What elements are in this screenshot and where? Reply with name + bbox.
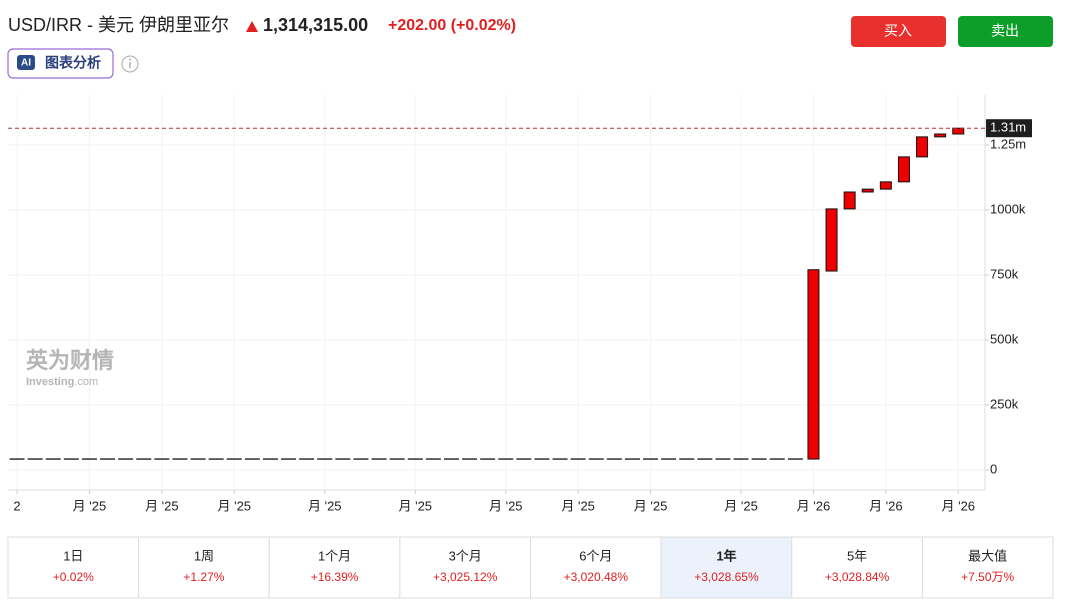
candle-body: [952, 127, 965, 135]
x-tick-label: 月 '25: [308, 498, 342, 513]
candle-body: [807, 269, 820, 460]
period-change[interactable]: +7.50万%: [961, 570, 1014, 584]
period-cell[interactable]: [530, 536, 662, 599]
candle-body: [825, 208, 838, 272]
sell-button-bg[interactable]: [958, 16, 1053, 47]
candle-body: [934, 133, 947, 138]
period-bar: 1日 +0.02% 1周 +1.27% 1个月 +16.39% 3个月 +3,025.12% 6…: [7, 536, 1054, 599]
period-label[interactable]: 1个月: [318, 548, 351, 563]
y-tick-label: 250k: [990, 396, 1019, 411]
x-tick-label: 月 '25: [489, 498, 523, 513]
period-change[interactable]: +0.02%: [53, 570, 94, 584]
period-label[interactable]: 1周: [194, 548, 214, 563]
period-cell[interactable]: [660, 536, 793, 599]
ai-badge-bg: [17, 55, 35, 70]
x-tick-label: 月 '25: [73, 498, 107, 513]
watermark-cn: 英为财情: [26, 348, 114, 373]
ai-button[interactable]: AI 图表分析: [7, 48, 114, 79]
buy-button[interactable]: 买入: [851, 16, 946, 47]
period-cell[interactable]: [7, 536, 140, 599]
period-cell[interactable]: [399, 536, 531, 599]
period-label[interactable]: 5年: [847, 548, 867, 563]
last-price-label: 1.31m: [990, 120, 1026, 135]
x-tick-label: 月 '25: [398, 498, 432, 513]
period-change[interactable]: +3,025.12%: [433, 570, 498, 584]
period-change[interactable]: +3,028.84%: [825, 570, 890, 584]
period-label[interactable]: 6个月: [579, 548, 612, 563]
buy-button-bg[interactable]: [851, 16, 946, 47]
last-price-tag: [986, 119, 1032, 138]
period-cell[interactable]: [791, 536, 923, 599]
x-tick-label: 月 '25: [561, 498, 595, 513]
info-dot: [129, 58, 131, 61]
info-icon[interactable]: [121, 55, 139, 73]
candle-body: [897, 156, 910, 183]
period-label[interactable]: 3个月: [449, 548, 482, 563]
candle-body: [861, 188, 874, 193]
x-tick-label: 月 '25: [634, 498, 668, 513]
period-change[interactable]: +3,028.65%: [694, 570, 759, 584]
period-change[interactable]: +3,020.48%: [564, 570, 629, 584]
instrument-title: USD/IRR - 美元 伊朗里亚尔: [8, 15, 229, 35]
y-tick-label: 0: [990, 461, 997, 476]
period-change[interactable]: +1.27%: [183, 570, 224, 584]
watermark-en: Investing.com: [26, 376, 98, 388]
ai-badge: AI: [21, 58, 31, 69]
x-tick-label: 月 '25: [724, 498, 758, 513]
period-label[interactable]: 最大值: [968, 548, 1007, 563]
chart: 0 250k 500k 750k 1000k 1.25m 2 月 '25 月 '25 月 '25 月…: [8, 95, 1032, 513]
period-change[interactable]: +16.39%: [311, 570, 359, 584]
plot-area: [8, 95, 985, 490]
candle-body: [843, 191, 856, 210]
candle-body: [879, 181, 892, 190]
y-tick-label: 1000k: [990, 201, 1026, 216]
info-circle[interactable]: [121, 55, 139, 73]
y-tick-label: 1.25m: [990, 136, 1026, 151]
up-arrow: [246, 21, 258, 32]
x-tick-label: 月 '25: [145, 498, 179, 513]
x-tick-label: 月 '26: [941, 498, 975, 513]
period-label[interactable]: 1年: [716, 548, 736, 563]
x-tick-label: 月 '26: [869, 498, 903, 513]
watermark-en-suffix: .com: [74, 376, 98, 388]
candle-body: [916, 136, 929, 158]
x-tick-label: 2: [13, 498, 20, 513]
sell-button[interactable]: 卖出: [958, 16, 1053, 47]
ai-button-label[interactable]: 图表分析: [45, 55, 101, 71]
period-cell[interactable]: [268, 536, 401, 599]
y-tick-label: 750k: [990, 266, 1019, 281]
buy-button-label[interactable]: 买入: [884, 23, 912, 39]
period-cell[interactable]: [138, 536, 270, 599]
watermark-en-main: Investing: [26, 376, 74, 388]
price-change: +202.00 (+0.02%): [388, 17, 516, 34]
sell-button-label[interactable]: 卖出: [991, 23, 1019, 39]
period-cell[interactable]: [921, 536, 1054, 599]
x-tick-label: 月 '26: [797, 498, 831, 513]
y-tick-label: 500k: [990, 331, 1019, 346]
price: 1,314,315.00: [263, 15, 368, 35]
x-tick-label: 月 '25: [217, 498, 251, 513]
period-label[interactable]: 1日: [63, 548, 83, 563]
